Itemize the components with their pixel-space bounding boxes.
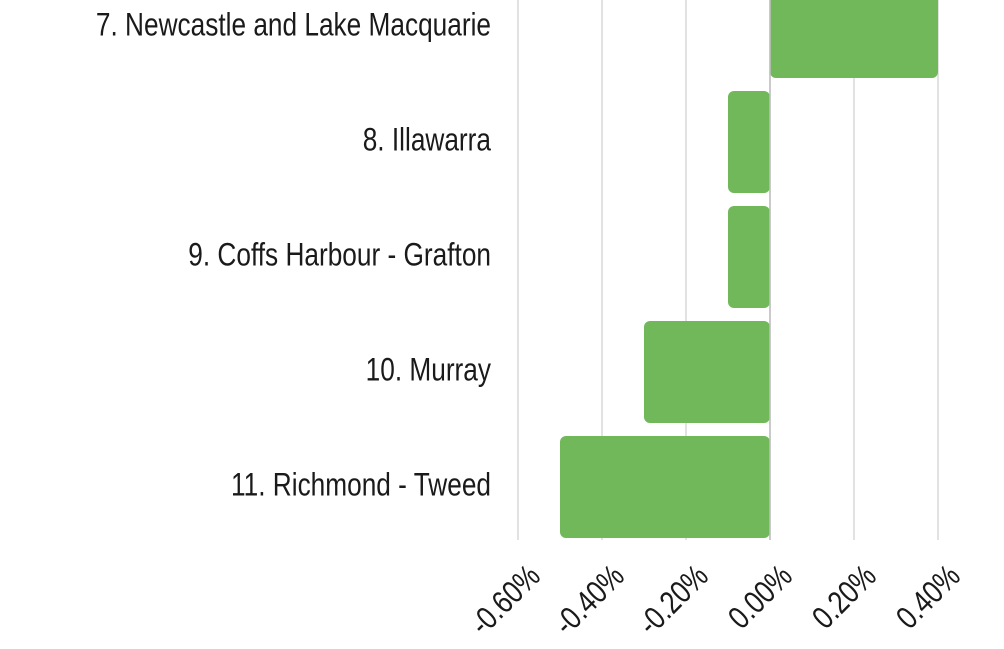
x-tick-label: 0.00% — [722, 559, 799, 636]
bar — [770, 0, 938, 78]
category-label: 8. Illawarra — [363, 123, 492, 158]
bar — [560, 436, 770, 538]
category-label: 9. Coffs Harbour - Grafton — [188, 238, 491, 273]
category-label: 11. Richmond - Tweed — [231, 468, 491, 503]
x-tick-label: -0.60% — [464, 559, 548, 643]
bar — [728, 206, 770, 308]
bar — [728, 91, 770, 193]
x-tick-label: -0.20% — [632, 559, 716, 643]
category-label: 7. Newcastle and Lake Macquarie — [96, 8, 491, 43]
category-label: 10. Murray — [366, 353, 492, 388]
x-tick-label: 0.20% — [806, 559, 883, 636]
bar — [644, 321, 770, 423]
x-tick-label: -0.40% — [548, 559, 632, 643]
x-tick-label: 0.40% — [890, 559, 967, 636]
